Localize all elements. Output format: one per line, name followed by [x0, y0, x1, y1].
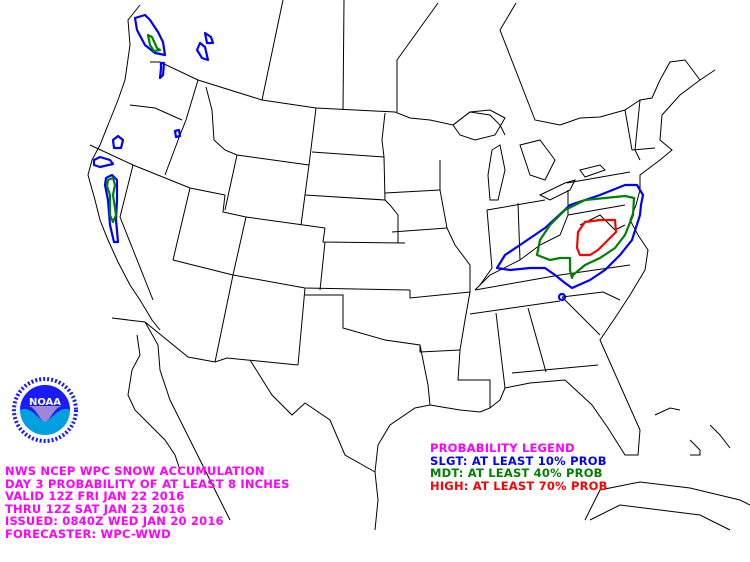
state-line — [172, 187, 191, 261]
slgt-contour-ca — [92, 155, 115, 169]
state-line — [511, 364, 599, 374]
noaa-logo: NOAA — [10, 375, 80, 445]
state-line — [319, 241, 326, 291]
lake-huron — [519, 139, 556, 181]
state-line — [89, 144, 226, 196]
province-line — [261, 0, 284, 101]
pacific-coastline — [87, 4, 161, 331]
state-line — [479, 209, 493, 286]
state-line — [419, 345, 461, 353]
lake-michigan — [487, 144, 506, 201]
slgt-contour-wa2 — [158, 61, 166, 80]
baja-coastline — [127, 334, 181, 471]
state-line — [322, 227, 406, 244]
legend-item-high: HIGH: AT LEAST 70% PROB — [430, 478, 608, 493]
ohio-river — [474, 214, 569, 291]
mdt-contour-east — [535, 194, 636, 280]
bahamas — [689, 439, 701, 456]
mdt-contour-wa — [146, 33, 162, 53]
lake-superior — [452, 109, 506, 141]
province-line — [499, 2, 561, 126]
slgt-contour-small — [557, 292, 567, 302]
map-header: NWS NCEP WPC SNOW ACCUMULATION DAY 3 PRO… — [5, 465, 290, 540]
state-line — [311, 151, 385, 158]
us-mexico-border — [111, 317, 299, 366]
bahamas — [654, 407, 681, 416]
state-line — [561, 296, 601, 336]
slgt-contour-or2 — [173, 128, 182, 139]
state-line — [129, 104, 183, 121]
issued-time: ISSUED: 0840Z WED JAN 20 2016 — [5, 514, 224, 528]
state-line — [205, 86, 238, 156]
high-contour-east — [575, 218, 618, 257]
bahamas — [709, 424, 731, 449]
forecaster: FORECASTER: WPC-WWD — [5, 526, 171, 541]
cuba-coastline-south — [589, 504, 731, 531]
lake-ontario — [579, 164, 606, 178]
state-line — [214, 274, 234, 363]
slgt-contour-id2 — [203, 31, 215, 45]
product-subtitle: DAY 3 PROBABILITY OF AT LEAST 8 INCHES — [5, 476, 290, 491]
thru-time: THRU 12Z SAT JAN 23 2016 — [5, 501, 185, 516]
slgt-contour-id — [195, 41, 210, 62]
state-line — [567, 190, 626, 216]
state-line — [236, 154, 310, 166]
mississippi-river — [439, 160, 491, 408]
slgt-contour-sierra — [103, 173, 120, 244]
legend-item-mdt: MDT: AT LEAST 40% PROB — [430, 466, 603, 480]
mdt-contour-sierra — [105, 176, 118, 224]
state-line — [381, 112, 386, 201]
mdt-contours — [105, 33, 636, 280]
state-line — [486, 199, 546, 211]
state-line — [579, 214, 626, 231]
state-line — [172, 259, 411, 291]
state-line — [409, 290, 471, 299]
legend-title: PROBABILITY LEGEND — [430, 441, 575, 455]
noaa-logo-text: NOAA — [29, 397, 61, 408]
province-line — [342, 0, 345, 111]
state-line — [119, 164, 154, 301]
high-contours — [575, 218, 618, 257]
cuba-coastline — [584, 481, 750, 521]
gulf-coastline — [374, 234, 649, 473]
slgt-contour-wa — [133, 13, 167, 57]
state-line — [384, 189, 441, 194]
state-line — [527, 307, 547, 373]
state-line — [232, 216, 247, 276]
province-line — [396, 2, 439, 112]
valid-time: VALID 12Z FRI JAN 22 2016 — [5, 489, 185, 503]
state-line — [566, 171, 631, 184]
state-line — [305, 294, 431, 406]
product-title: NWS NCEP WPC SNOW ACCUMULATION — [5, 464, 265, 478]
state-line — [561, 291, 621, 301]
state-line — [164, 79, 199, 176]
state-line — [222, 194, 326, 229]
rio-grande — [249, 359, 379, 531]
state-line — [495, 312, 506, 389]
slgt-contour-or — [111, 134, 125, 150]
mexico-coastline — [144, 321, 231, 521]
state-line — [297, 287, 306, 366]
state-line — [304, 194, 399, 243]
legend-item-slgt: SLGT: AT LEAST 10% PROB — [430, 453, 607, 468]
base-map — [87, 0, 750, 531]
state-line — [391, 227, 448, 233]
us-canada-border-east — [559, 59, 701, 126]
state-line — [224, 154, 238, 211]
state-line — [469, 300, 561, 315]
state-line — [517, 202, 521, 261]
state-line — [634, 99, 641, 161]
state-line — [631, 147, 656, 151]
state-line — [624, 109, 633, 151]
lake-erie — [538, 179, 576, 201]
state-line — [300, 107, 317, 226]
us-canada-border — [150, 61, 506, 136]
atlantic-coastline — [629, 69, 716, 236]
probability-legend: PROBABILITY LEGEND SLGT: AT LEAST 10% PR… — [430, 442, 608, 492]
